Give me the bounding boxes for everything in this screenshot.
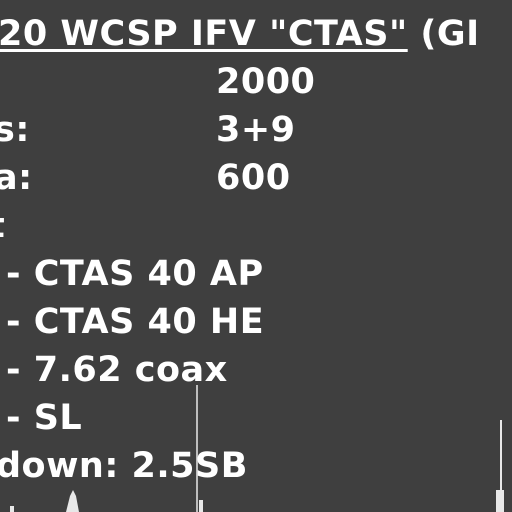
loadout-item-he: - CTAS 40 HE bbox=[6, 302, 265, 342]
footer-line: down: 2.5SB bbox=[0, 446, 248, 486]
unit-title-suffix: (GI bbox=[407, 14, 480, 54]
spec-value-stat: 600 bbox=[216, 158, 291, 198]
loadout-item-coax: - 7.62 coax bbox=[6, 350, 228, 390]
antenna-right-base bbox=[496, 490, 504, 512]
ground-mark-left bbox=[10, 506, 14, 512]
loadout-item-ap: - CTAS 40 AP bbox=[6, 254, 264, 294]
spire-silhouette bbox=[66, 490, 79, 512]
spec-label-crew: s: bbox=[0, 110, 30, 150]
loadout-heading: t bbox=[0, 206, 5, 246]
spec-value-crew: 3+9 bbox=[216, 110, 296, 150]
unit-title-row: 20 WCSP IFV "CTAS" (GI bbox=[0, 14, 480, 54]
unit-title: 20 WCSP IFV "CTAS" bbox=[0, 14, 408, 54]
spec-label-stat: a: bbox=[0, 158, 33, 198]
spec-value-cost: 2000 bbox=[216, 62, 316, 102]
loadout-item-sl: - SL bbox=[6, 398, 83, 438]
